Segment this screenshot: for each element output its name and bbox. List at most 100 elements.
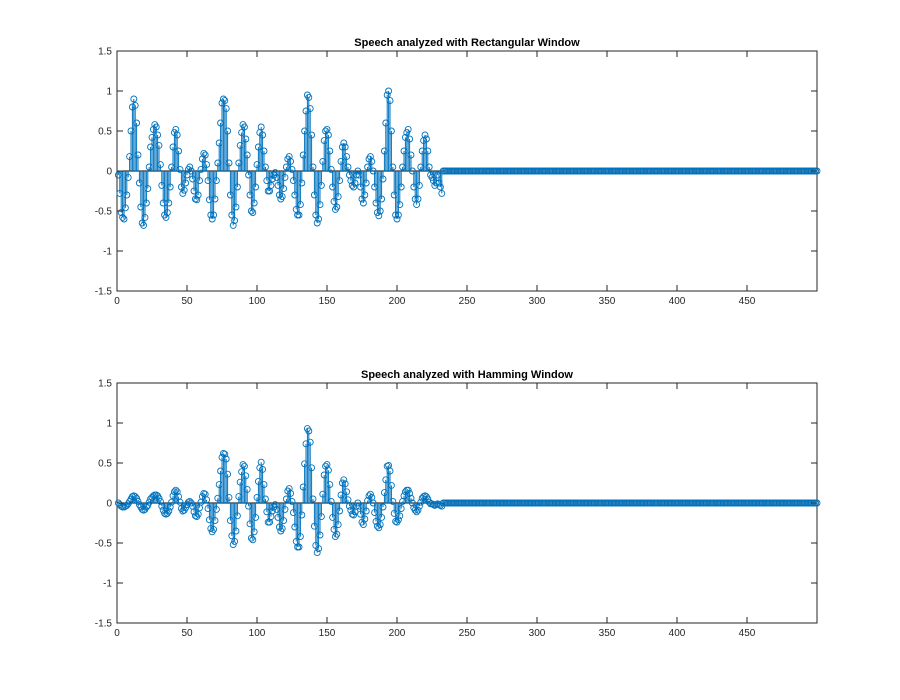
- subplot-1-stem-marker: [250, 199, 258, 207]
- subplot-1-xtick-label: 200: [389, 296, 406, 307]
- subplot-2-stems: [114, 425, 821, 557]
- subplot-1-stem-marker: [131, 101, 139, 109]
- subplot-1-stem-marker: [385, 87, 393, 95]
- subplot-2-xtick-label: 250: [459, 628, 476, 639]
- subplot-2-stem-marker: [225, 493, 233, 501]
- subplot-1-stem-marker: [350, 183, 358, 191]
- subplot-1-stem-marker: [313, 219, 321, 227]
- subplot-1-stem-marker: [343, 153, 351, 161]
- subplot-2-stem-marker: [309, 495, 317, 503]
- subplot-1-stem-marker: [130, 95, 138, 103]
- subplot-1-ytick-label: -1: [103, 247, 112, 258]
- subplot-2-stem-marker: [156, 497, 164, 505]
- subplot-2-stem-marker: [261, 495, 269, 503]
- subplot-1-stem-marker: [201, 151, 209, 159]
- subplot-1-stem-marker: [341, 143, 349, 151]
- subplot-2-stem-marker: [378, 513, 386, 521]
- subplot-2: Speech analyzed with Hamming Window 0 50 1…: [95, 369, 821, 639]
- subplot-2-stem-marker: [396, 512, 404, 520]
- subplot-2-stem-marker: [268, 507, 276, 515]
- subplot-2-stem-marker: [386, 467, 394, 475]
- subplot-2-stem-marker: [232, 527, 240, 535]
- subplot-2-stem-marker: [343, 488, 351, 496]
- subplot-2-ytick-label: -1.5: [95, 619, 113, 630]
- subplot-1-stem-marker: [317, 181, 325, 189]
- subplot-1-stem-marker: [396, 201, 404, 209]
- subplot-2-stem-marker: [313, 549, 321, 557]
- subplot-1-stem-marker: [152, 123, 160, 131]
- subplot-1-stem-marker: [361, 191, 369, 199]
- subplot-2-stem-marker: [203, 496, 211, 504]
- subplot-2-stem-marker: [317, 513, 325, 521]
- subplot-1-stem-marker: [120, 215, 128, 223]
- subplot-2-stem-marker: [229, 541, 237, 549]
- subplot-1-ytick-label: 1.5: [98, 47, 112, 58]
- subplot-2-stem-marker: [133, 494, 141, 502]
- subplot-2-xtick-label: 350: [599, 628, 616, 639]
- subplot-2-xtick-label: 100: [249, 628, 266, 639]
- subplot-2-stem-marker: [285, 485, 293, 493]
- subplot-1-stem-marker: [287, 157, 295, 165]
- subplot-1-stem-marker: [182, 179, 190, 187]
- subplot-2-ytick-label: -0.5: [95, 539, 113, 550]
- subplot-1-stem-marker: [406, 135, 414, 143]
- subplot-2-stem-marker: [182, 504, 190, 512]
- subplot-1-stem-marker: [379, 175, 387, 183]
- subplot-2-stem-marker: [308, 464, 316, 472]
- subplot-1-stem-marker: [305, 93, 313, 101]
- subplot-1-xtick-label: 450: [739, 296, 756, 307]
- subplot-1-stem-marker: [389, 163, 397, 171]
- subplot-2-stem-marker: [376, 521, 384, 529]
- subplot-2-stem-marker: [194, 510, 202, 518]
- subplot-1-stem-marker: [306, 105, 314, 113]
- subplot-1-xtick-label: 150: [319, 296, 336, 307]
- subplot-1-stem-marker: [281, 173, 289, 181]
- subplot-2-stem-marker: [249, 536, 257, 544]
- subplot-2-stem-marker: [231, 537, 239, 545]
- subplot-2-stem-marker: [212, 505, 220, 513]
- subplot-2-stem-marker: [306, 438, 314, 446]
- subplot-1-stem-marker: [260, 147, 268, 155]
- subplot-2-xtick-label: 150: [319, 628, 336, 639]
- subplot-1-stem-marker: [211, 195, 219, 203]
- subplot-1-stem-marker: [376, 207, 384, 215]
- subplot-2-stem-marker: [334, 521, 342, 529]
- subplot-2-stem-marker: [239, 461, 247, 469]
- subplot-1-stem-marker: [387, 127, 395, 135]
- subplot-1-stem-marker: [366, 153, 374, 161]
- subplot-1-xtick-label: 0: [114, 296, 120, 307]
- subplot-2-xtick-label: 50: [181, 628, 193, 639]
- subplot-1-stem-marker: [243, 151, 251, 159]
- subplot-1-stem-marker: [219, 95, 227, 103]
- subplot-1-stem-marker: [203, 161, 211, 169]
- subplot-1-stem-marker: [296, 201, 304, 209]
- subplot-1-stem-marker: [212, 177, 220, 185]
- subplot-2-stem-marker: [406, 489, 414, 497]
- subplot-1-stem-marker: [368, 157, 376, 165]
- subplot-1-stem-marker: [156, 161, 164, 169]
- subplot-2-xtick-label: 400: [669, 628, 686, 639]
- subplot-2-stem-marker: [288, 497, 296, 505]
- subplot-1-stem-marker: [242, 135, 250, 143]
- subplot-1-stem-marker: [268, 175, 276, 183]
- subplot-1-stem-marker: [208, 215, 216, 223]
- subplot-2-stem-marker: [366, 490, 374, 498]
- subplot-1-stem-marker: [247, 207, 255, 215]
- subplot-1-stem-marker: [315, 215, 323, 223]
- subplot-2-stem-marker: [296, 533, 304, 541]
- subplot-2-ytick-label: 1: [106, 419, 112, 430]
- subplot-1-ytick-label: 1: [106, 87, 112, 98]
- subplot-1-stem-marker: [210, 211, 218, 219]
- subplot-2-stem-marker: [280, 517, 288, 525]
- subplot-2-stem-marker: [333, 530, 341, 538]
- subplot-2-stem-marker: [172, 486, 180, 494]
- subplot-2-ytick-label: 1.5: [98, 379, 112, 390]
- subplot-1-stem-marker: [194, 191, 202, 199]
- subplot-1-stem-marker: [340, 139, 348, 147]
- subplot-1-ytick-label: 0.5: [98, 127, 112, 138]
- subplot-2-stem-marker: [287, 489, 295, 497]
- subplot-1-stem-marker: [424, 147, 432, 155]
- subplot-1-stem-marker: [180, 186, 188, 194]
- subplot-1-stem-marker: [316, 201, 324, 209]
